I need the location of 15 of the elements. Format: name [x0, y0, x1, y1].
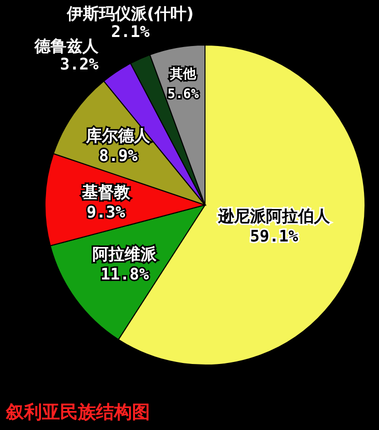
slice-label: 德鲁兹人: [33, 36, 100, 56]
slice-label: 基督教: [80, 182, 131, 202]
data-label: 11.8%: [100, 264, 150, 284]
data-label: 2.1%: [111, 22, 150, 41]
text: 叙利亚民族结构图: [5, 402, 150, 423]
data-label: 59.1%: [250, 226, 299, 246]
data-label: 8.9%: [98, 146, 138, 165]
slice-label: 其他: [169, 67, 198, 82]
data-label: 5.6%: [168, 87, 199, 102]
slice-label: 伊斯玛仪派(什叶): [66, 4, 194, 23]
data-label: 3.2%: [60, 54, 99, 74]
slice-label: 逊尼派阿拉伯人: [217, 206, 332, 226]
data-label: 9.3%: [86, 202, 126, 222]
slice-label: 库尔德人: [85, 126, 152, 145]
slice-label: 阿拉维派: [92, 244, 158, 264]
